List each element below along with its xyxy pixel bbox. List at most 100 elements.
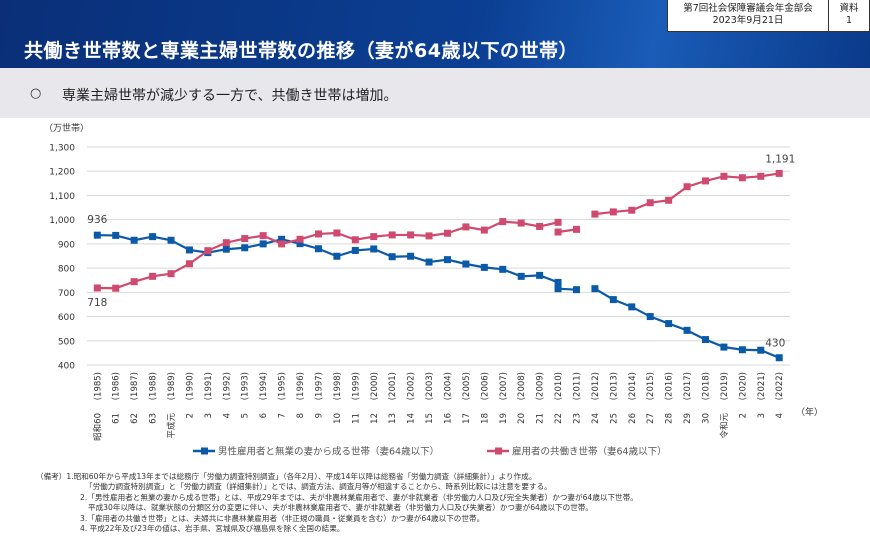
data-point-2 [130,278,138,286]
x-tick-year-label: (1997) [314,372,324,400]
data-point-2 [665,196,673,204]
data-point-1 [554,285,562,293]
y-tick-label: 1,000 [49,216,75,226]
x-tick-year-label: (1993) [241,372,251,400]
x-tick-era-label: 9 [314,413,324,418]
x-tick-year-label: (1989) [167,372,177,400]
data-point-2 [775,169,783,177]
data-point-1 [683,326,691,334]
legend-label-1: 男性雇用者と無業の妻から成る世帯（妻64歳以下） [218,446,439,458]
header-band: 共働き世帯数と専業主婦世帯数の推移（妻が64歳以下の世帯） 第7回社会保障審議会… [0,0,870,68]
x-tick-year-label: (2015) [646,372,656,400]
x-tick-year-label: (2010) [554,372,564,400]
y-tick-label: 1,300 [49,144,75,154]
x-tick-era-label: 8 [296,413,306,418]
x-tick-era-label: 令和元 [719,413,730,439]
x-tick-era-label: 17 [462,413,472,424]
data-point-1 [296,240,304,248]
y-tick-label: 400 [58,362,75,372]
data-point-1 [149,233,157,241]
x-tick-era-label: 23 [572,413,582,424]
x-tick-year-label: (1996) [296,372,306,400]
data-point-2 [278,240,286,248]
x-tick-year-label: (2021) [757,372,767,400]
x-tick-year-label: (2016) [665,372,675,400]
x-tick-era-label: 3 [757,413,767,418]
x-tick-year-label: (2014) [628,372,638,400]
data-point-1 [517,272,525,280]
data-point-1 [167,236,175,244]
x-tick-year-label: (1988) [149,372,159,400]
data-point-2 [259,232,267,240]
data-point-2 [609,208,617,216]
y-tick-label: 500 [58,337,75,347]
x-tick-era-label: 11 [351,413,361,424]
x-tick-era-label: 30 [701,413,711,424]
data-point-2 [554,228,562,236]
x-tick-era-label: 18 [480,413,490,424]
x-tick-year-label: (2017) [683,372,693,400]
x-tick-year-label: (2003) [425,372,435,400]
x-tick-era-label: 7 [278,413,288,418]
data-point-2 [443,229,451,237]
x-tick-year-label: (2005) [462,372,472,400]
data-point-1 [757,346,765,354]
x-tick-era-label: 26 [628,413,638,424]
note-2b: 平成30年以降は、就業状態の分類区分の変更に伴い、夫が非農林業雇用者で、妻が非就… [88,503,594,513]
x-tick-era-label: 6 [259,413,269,418]
x-tick-year-label: (1992) [222,372,232,400]
legend-label-2: 雇用者の共働き世帯（妻64歳以下） [512,446,667,458]
data-point-1 [701,336,709,344]
data-point-2 [222,239,230,247]
x-tick-era-label: 22 [554,413,564,424]
x-tick-year-label: (2001) [388,372,398,400]
note-1b: 「労働力調査特別調査」と「労働力調査（詳細集計）」とでは、調査方法、調査月等が相… [85,482,552,492]
y-tick-label: 1,200 [49,168,75,178]
data-label: 718 [87,297,107,309]
x-tick-era-label: 20 [517,413,527,424]
data-point-1 [314,245,322,253]
series-line-2 [97,220,559,290]
x-tick-year-label: (2022) [775,372,785,400]
legend-marker-2 [495,447,502,455]
x-tick-year-label: (2008) [517,372,527,400]
series-line-1 [594,287,780,359]
note-4: 4. 平成22年及び23年の値は、岩手県、宮城県及び福島県を除く全国の結果。 [80,524,345,534]
x-tick-year-label: (2018) [701,372,711,400]
x-tick-era-label: 10 [333,413,343,424]
x-tick-era-label: 5 [241,413,251,418]
x-tick-era-label: 13 [388,413,398,424]
x-tick-era-label: 21 [536,413,546,424]
data-point-2 [407,231,415,239]
summary-text: 専業主婦世帯が減少する一方で、共働き世帯は増加。 [62,88,398,104]
data-point-1 [278,235,286,243]
data-point-2 [536,222,544,230]
data-point-2 [333,229,341,237]
data-point-2 [628,206,636,214]
x-tick-era-label: 4 [222,413,232,418]
data-point-2 [517,219,525,227]
x-tick-year-label: (2000) [370,372,380,400]
data-point-1 [370,245,378,253]
x-tick-era-label: 61 [112,413,122,424]
data-point-1 [480,263,488,271]
data-point-1 [443,256,451,264]
x-tick-year-label: (2006) [480,372,490,400]
data-point-1 [499,265,507,273]
data-point-1 [720,343,728,351]
data-point-1 [222,245,230,253]
x-tick-era-label: 15 [425,413,435,424]
data-point-1 [259,240,267,248]
data-point-1 [591,285,599,293]
x-tick-era-label: 3 [204,413,214,418]
x-tick-year-label: (2020) [738,372,748,400]
x-tick-year-label: (1995) [278,372,288,400]
data-point-1 [351,246,359,254]
x-tick-year-label: (2002) [407,372,417,400]
data-label: 430 [765,338,785,350]
data-point-1 [462,260,470,268]
data-point-2 [388,231,396,239]
data-point-2 [757,172,765,180]
y-tick-label: 900 [58,240,75,250]
data-point-1 [333,252,341,260]
